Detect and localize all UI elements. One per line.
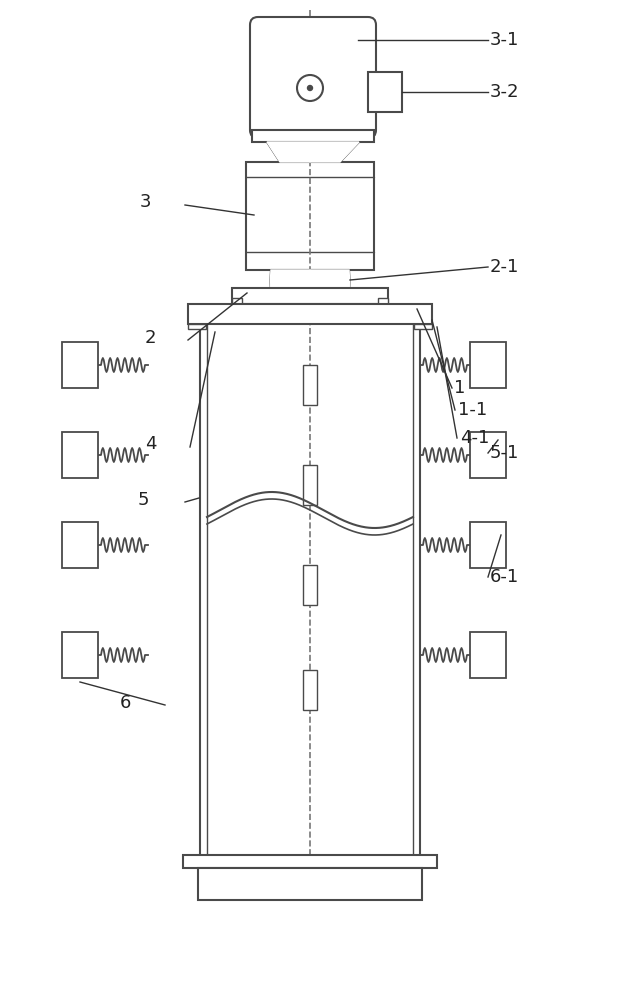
Bar [252, 130, 374, 142]
Circle shape [308, 86, 313, 91]
Bar [303, 670, 317, 710]
Bar [414, 324, 432, 329]
Text: 5: 5 [138, 491, 149, 509]
Bar [232, 298, 242, 305]
Bar [470, 432, 506, 478]
Text: 6: 6 [120, 694, 131, 712]
Bar [246, 162, 374, 270]
Text: 3-2: 3-2 [490, 83, 519, 101]
Text: 6-1: 6-1 [490, 568, 519, 586]
Text: 2: 2 [145, 329, 156, 347]
Bar [183, 855, 437, 868]
Bar [470, 522, 506, 568]
Bar [378, 298, 388, 305]
Text: 3: 3 [140, 193, 151, 211]
Text: 4-1: 4-1 [460, 429, 489, 447]
Bar [198, 868, 422, 900]
Text: 5-1: 5-1 [490, 444, 519, 462]
Bar [188, 304, 432, 324]
Bar [303, 365, 317, 405]
FancyBboxPatch shape [250, 17, 376, 138]
Bar [62, 632, 98, 678]
Text: 1: 1 [454, 379, 465, 397]
Text: 3-1: 3-1 [490, 31, 519, 49]
Bar [62, 342, 98, 388]
Text: 4: 4 [145, 435, 156, 453]
Bar [62, 522, 98, 568]
Text: 1-1: 1-1 [458, 401, 487, 419]
Bar [303, 465, 317, 505]
Bar [470, 632, 506, 678]
Bar [303, 565, 317, 605]
Polygon shape [270, 270, 350, 288]
Bar [368, 72, 402, 112]
Bar [188, 324, 206, 329]
Polygon shape [267, 142, 359, 162]
Bar [62, 432, 98, 478]
Bar [470, 342, 506, 388]
Bar [232, 288, 388, 304]
Text: 2-1: 2-1 [490, 258, 519, 276]
